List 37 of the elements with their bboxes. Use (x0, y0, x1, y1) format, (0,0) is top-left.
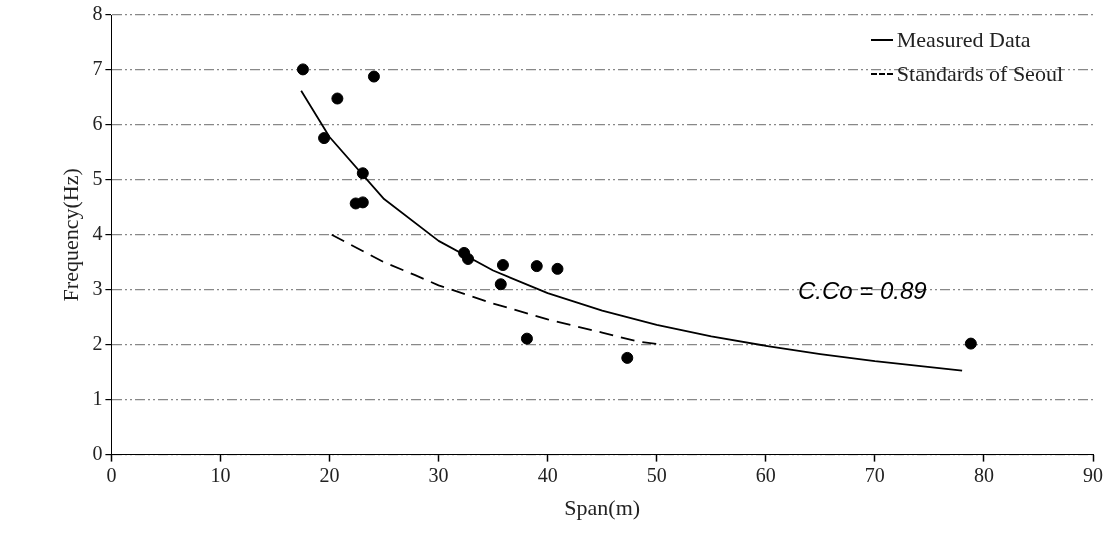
point (356, 167, 369, 180)
point (318, 132, 331, 145)
point (367, 70, 380, 83)
y-axis-title: Frequency(Hz) (57, 168, 83, 302)
y-tick-label: 8 (92, 2, 103, 25)
point (494, 278, 507, 291)
point (964, 337, 977, 350)
x-tick-label: 0 (106, 463, 117, 486)
y-tick-label: 2 (92, 331, 103, 354)
legend-label: Standards of Seoul (896, 60, 1063, 88)
y-tick-label: 0 (92, 441, 103, 464)
point (530, 260, 543, 273)
y-tick-label: 4 (92, 222, 103, 245)
y-tick-label: 5 (92, 167, 103, 190)
x-tick-label: 50 (646, 463, 667, 486)
y-tick-label: 3 (92, 277, 103, 299)
point (496, 259, 509, 272)
point (520, 332, 533, 345)
y-tick-label: 1 (92, 386, 103, 409)
x-tick-label: 70 (864, 463, 885, 486)
x-tick-label: 40 (537, 463, 558, 486)
legend-label: Measured Data (896, 26, 1031, 54)
x-axis-title: Span(m) (564, 494, 641, 520)
annotation: C.Co = 0.89 (797, 276, 927, 304)
point (462, 252, 475, 265)
point (296, 63, 309, 76)
x-tick-label: 90 (1083, 463, 1103, 486)
x-tick-label: 80 (973, 463, 994, 486)
point (331, 92, 344, 105)
point (621, 351, 634, 364)
x-tick-label: 30 (428, 463, 449, 486)
y-tick-label: 7 (92, 57, 103, 80)
x-tick-label: 10 (210, 463, 231, 486)
y-tick-label: 6 (92, 112, 103, 135)
x-tick-label: 20 (319, 463, 340, 486)
point (551, 262, 564, 275)
x-tick-label: 60 (755, 463, 776, 486)
